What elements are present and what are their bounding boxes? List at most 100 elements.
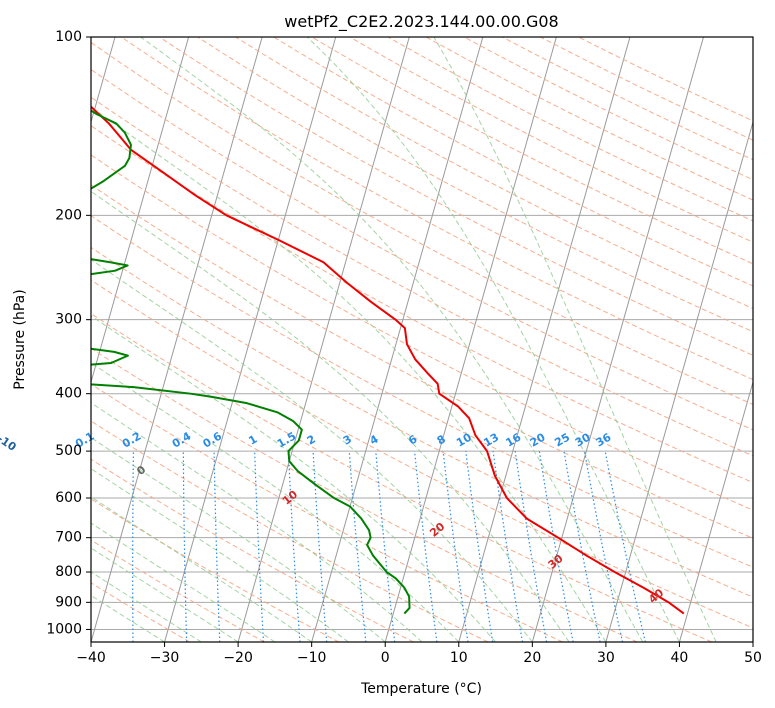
dry-adiabat-line	[91, 215, 753, 568]
y-tick-label: 400	[55, 386, 82, 402]
dry-adiabat-line	[91, 96, 753, 457]
mixing-ratio-label: 10	[454, 430, 474, 449]
dry-adiabat-line	[121, 37, 753, 381]
isotherm-line	[311, 37, 484, 642]
dry-adiabat-line	[91, 184, 753, 539]
dry-adiabat-line	[91, 347, 638, 642]
moist-adiabat-line	[91, 437, 386, 642]
moist-adiabat-line	[91, 190, 570, 642]
moist-adiabat-line	[91, 571, 202, 642]
dry-adiabat-line	[540, 37, 753, 141]
profile-lines	[91, 105, 685, 615]
y-tick-label: 1000	[46, 621, 82, 637]
mixing-ratio-line	[492, 451, 524, 642]
dry-adiabat-line	[349, 37, 753, 243]
mixing-ratio-label: 4	[367, 432, 380, 447]
dry-adiabat-line	[273, 37, 753, 287]
isotherm-line	[605, 120, 753, 642]
dry-adiabat-line	[91, 539, 265, 642]
mixing-ratio-line	[132, 451, 135, 642]
dry-adiabat-line	[91, 125, 753, 484]
moist-adiabats	[91, 37, 717, 642]
dry-adiabat-line	[91, 498, 340, 642]
dry-adiabat-line	[502, 37, 753, 161]
mixing-ratio-label: 0.4	[170, 429, 194, 450]
isotherm-line	[458, 37, 631, 642]
moist-adiabat-line	[91, 402, 423, 642]
isotherm-line	[384, 37, 557, 642]
dry-adiabat-line	[197, 37, 753, 333]
mixing-ratio-line	[182, 451, 188, 642]
dry-adiabat-line	[91, 68, 753, 431]
mixing-ratio-label: 0.2	[120, 430, 143, 451]
moist-adiabat-label: 30	[546, 552, 566, 572]
mixing-ratio-line	[465, 451, 494, 642]
isotherm-line	[164, 37, 337, 642]
dry-adiabat-line	[91, 313, 712, 642]
chart-title: wetPf2_C2E2.2023.144.00.00.G08	[284, 12, 558, 32]
mixing-ratio-label: 2	[305, 433, 318, 448]
y-tick-label: 300	[55, 312, 82, 328]
mixing-ratio-line	[83, 451, 87, 642]
dry-adiabat-line	[463, 37, 753, 181]
dry-adiabat-line	[387, 37, 753, 222]
isotherm-line	[752, 640, 753, 642]
y-tick-label: 100	[55, 29, 82, 45]
dry-adiabat-line	[235, 37, 753, 310]
moist-adiabat-line	[140, 37, 644, 642]
moist-adiabat-line	[91, 496, 312, 642]
x-tick-label: 10	[450, 650, 468, 666]
isotherm-line	[531, 37, 704, 642]
isotherm-line	[678, 380, 753, 642]
isobar-gridlines	[91, 37, 753, 630]
mixing-ratio-lines	[83, 450, 646, 642]
plot-frame	[90, 36, 754, 643]
moist-adiabat-line	[433, 37, 717, 642]
mixing-ratio-line	[213, 451, 221, 642]
mixing-ratio-label: 1.5	[275, 430, 298, 451]
temperature-line	[91, 105, 685, 615]
x-tick-label: 50	[744, 650, 762, 666]
mixing-ratio-line	[563, 451, 601, 642]
moist-adiabat-line	[91, 106, 607, 642]
x-tick-label: −10	[297, 650, 327, 666]
dry-adiabat-label: -10	[0, 432, 19, 454]
mixing-ratio-line	[287, 451, 301, 642]
dry-adiabat-line	[425, 37, 753, 201]
mixing-ratio-line	[414, 451, 438, 642]
isotherm-gridlines	[91, 37, 753, 642]
mixing-ratio-label: 0.6	[201, 429, 225, 450]
dry-adiabat-line	[91, 279, 753, 629]
y-tick-label: 700	[55, 530, 82, 546]
moist-adiabat-line	[91, 468, 349, 642]
y-axis-label: Pressure (hPa)	[12, 289, 28, 389]
moist-adiabat-line	[91, 522, 276, 642]
axes: −40 −30 −20 −10 0 10 20 30 40 5010020030040050060…	[46, 29, 762, 666]
mixing-ratio-line	[583, 450, 624, 642]
moist-adiabat-label: 40	[646, 586, 666, 606]
dewpoint-line	[91, 109, 411, 615]
mixing-ratio-line	[538, 451, 574, 642]
mixing-ratio-label: 6	[406, 432, 419, 447]
isotherm-line	[237, 37, 410, 642]
x-tick-label: 20	[523, 650, 541, 666]
moist-adiabat-label: 0	[134, 463, 148, 478]
y-tick-label: 600	[55, 490, 82, 506]
mixing-ratio-label: 20	[528, 430, 548, 449]
y-tick-label: 500	[55, 443, 82, 459]
x-tick-label: 0	[381, 650, 390, 666]
y-tick-label: 800	[55, 564, 82, 580]
x-tick-label: 40	[671, 650, 689, 666]
dry-adiabat-line	[91, 383, 563, 642]
mixing-ratio-label: 30	[573, 430, 593, 449]
moist-adiabat-line	[91, 258, 533, 642]
mixing-ratio-line	[375, 451, 396, 642]
moist-adiabat-line	[91, 362, 460, 642]
moist-adiabat-label: 10	[280, 488, 300, 508]
dry-adiabat-line	[91, 41, 753, 405]
mixing-ratio-label: 3	[341, 433, 354, 448]
x-tick-label: −20	[223, 650, 253, 666]
dry-adiabat-line	[578, 37, 753, 122]
y-tick-label: 900	[55, 594, 82, 610]
